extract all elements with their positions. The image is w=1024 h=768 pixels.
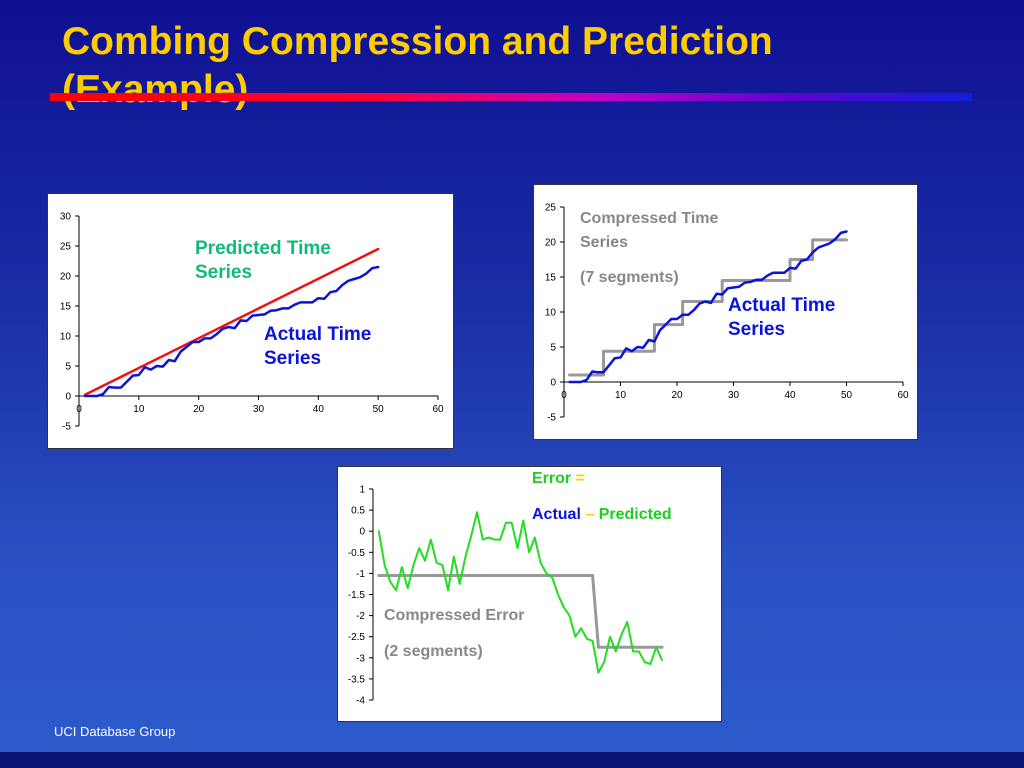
y-tick-label: -3	[356, 653, 365, 664]
slide-title: Combing Compression and Prediction (Exam…	[62, 18, 962, 114]
x-tick-label: 30	[728, 390, 740, 401]
x-tick-label: 10	[133, 404, 145, 415]
right-compressed-segments-text: (7 segments)	[580, 269, 679, 286]
left-predicted-label: Predicted Time Series	[195, 237, 331, 285]
footer-text: UCI Database Group	[54, 724, 176, 739]
title-underline	[50, 93, 972, 101]
bottom-compressed-label: Compressed Error	[384, 604, 525, 628]
chart-bottom-svg: 1 0.5 0 -0.5 -1 -1.5 -2 -2.5 -3 -3.5 -4	[348, 485, 664, 707]
x-tick-label: 20	[671, 390, 683, 401]
y-tick-label: 0	[65, 392, 71, 403]
y-tick-label: -0.5	[348, 548, 366, 559]
y-tick-label: 10	[60, 332, 72, 343]
left-predicted-label-line2: Series	[195, 262, 253, 283]
right-compressed-label-line1: Compressed Time	[580, 210, 719, 227]
right-compressed-segments: (7 segments)	[580, 266, 679, 290]
y-tick-label: -1	[356, 569, 365, 580]
bottom-error-label: Error =	[532, 467, 585, 491]
x-tick-label: 20	[193, 404, 205, 415]
chart-panel-bottom: 1 0.5 0 -0.5 -1 -1.5 -2 -2.5 -3 -3.5 -4	[337, 466, 722, 722]
actual-time-series-line	[568, 230, 848, 384]
chart-panel-right: 25 20 15 10 5 0 -5 0 10 20 30 40 50 60	[533, 184, 918, 440]
y-tick-label: 0	[550, 378, 556, 389]
right-actual-label-line2: Series	[728, 319, 786, 340]
right-compressed-label: Compressed Time Series	[580, 207, 718, 255]
right-actual-label: Actual Time Series	[728, 294, 835, 342]
left-predicted-label-line1: Predicted Time	[195, 238, 331, 259]
y-tick-label: 25	[60, 242, 72, 253]
y-tick-label: 20	[545, 238, 557, 249]
y-tick-label: 0	[359, 527, 365, 538]
x-tick-label: 60	[432, 404, 444, 415]
y-tick-label: 10	[545, 308, 557, 319]
bottom-formula-label: Actual – Predicted	[532, 503, 672, 527]
chart-panel-left: 30 25 20 15 10 5 0 -5 0 10 20 30 40 50 60	[47, 193, 454, 449]
bottom-compressed-segments: (2 segments)	[384, 640, 483, 664]
y-tick-label: -1.5	[348, 590, 366, 601]
bottom-error-eq: =	[575, 470, 585, 487]
x-tick-label: 30	[253, 404, 265, 415]
bottom-compressed-segments-text: (2 segments)	[384, 643, 483, 660]
y-tick-label: 1	[359, 485, 365, 496]
y-tick-label: 0.5	[351, 506, 365, 517]
bottom-compressed-label-line1: Compressed Error	[384, 607, 525, 624]
predicted-time-series-line	[83, 247, 380, 397]
y-tick-label: -5	[62, 422, 71, 433]
bottom-formula-predicted: Predicted	[598, 506, 672, 523]
bottom-band	[0, 752, 1024, 768]
x-tick-label: 0	[561, 390, 567, 401]
y-tick-label: -3.5	[348, 674, 366, 685]
compressed-error-line	[377, 574, 664, 649]
right-compressed-label-line2: Series	[580, 234, 629, 251]
y-tick-label: 5	[65, 362, 71, 373]
error-line	[377, 511, 663, 674]
y-tick-label: 5	[550, 343, 556, 354]
bottom-error-word: Error	[532, 470, 572, 487]
left-actual-label-line1: Actual Time	[264, 324, 372, 345]
actual-time-series-line	[83, 265, 380, 398]
left-actual-label-line2: Series	[264, 348, 322, 369]
y-tick-label: -4	[356, 696, 365, 707]
y-tick-label: 20	[60, 272, 72, 283]
x-tick-label: 50	[373, 404, 385, 415]
y-tick-label: 30	[60, 212, 72, 223]
x-tick-label: 40	[784, 390, 796, 401]
y-tick-label: -5	[547, 413, 556, 424]
slide-title-line2: (Example)	[62, 68, 249, 111]
y-tick-label: 15	[545, 273, 557, 284]
x-tick-label: 60	[897, 390, 909, 401]
y-tick-label: 15	[60, 302, 72, 313]
y-tick-label: -2.5	[348, 632, 366, 643]
x-tick-label: 40	[313, 404, 325, 415]
x-tick-label: 10	[615, 390, 627, 401]
bottom-formula-actual: Actual	[532, 506, 581, 523]
x-tick-label: 50	[841, 390, 853, 401]
left-actual-label: Actual Time Series	[264, 323, 371, 371]
slide-title-line1: Combing Compression and Prediction	[62, 20, 773, 63]
right-actual-label-line1: Actual Time	[728, 295, 836, 316]
y-tick-label: 25	[545, 203, 557, 214]
y-tick-label: -2	[356, 611, 365, 622]
x-tick-label: 0	[76, 404, 82, 415]
bottom-formula-minus: –	[585, 506, 595, 523]
